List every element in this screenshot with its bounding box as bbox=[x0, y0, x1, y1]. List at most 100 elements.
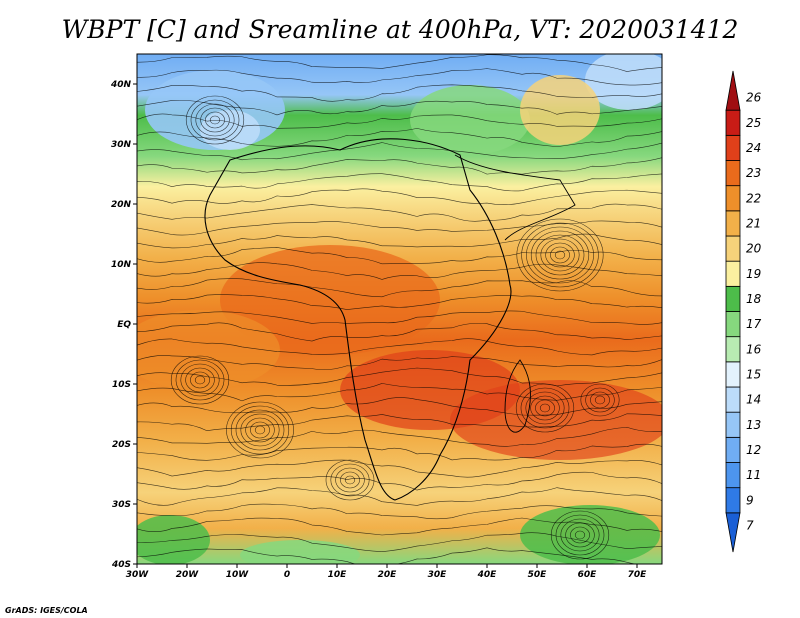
streamline bbox=[137, 310, 662, 325]
streamline-vortex bbox=[516, 218, 604, 292]
streamline bbox=[137, 413, 662, 432]
madagascar-coastline bbox=[504, 359, 531, 433]
longitude-axis: 30W 20W 10W 0 10E 20E 30E 40E 50E 60E 70E bbox=[126, 564, 647, 580]
latitude-axis: 40N 30N 20N 10N EQ 10S 20S 30S 40S bbox=[110, 80, 137, 570]
warm-patch-arabia bbox=[520, 75, 600, 145]
streamline-vortex bbox=[555, 514, 605, 556]
colorbar-segment bbox=[725, 235, 741, 262]
lat-tick-label: 20S bbox=[112, 440, 131, 450]
streamline bbox=[137, 203, 662, 222]
streamline bbox=[137, 294, 662, 310]
colorbar-segment bbox=[725, 361, 741, 388]
streamline bbox=[137, 233, 662, 249]
streamline-vortex bbox=[190, 99, 240, 141]
map-area bbox=[137, 54, 662, 564]
lon-tick-label: 50E bbox=[528, 570, 548, 580]
colorbar-segment bbox=[725, 185, 741, 212]
streamline bbox=[137, 383, 662, 402]
grads-credit: GrADS: IGES/COLA bbox=[5, 606, 88, 615]
lon-tick-label: 10W bbox=[226, 570, 250, 580]
streamline bbox=[137, 262, 662, 280]
hot-patch-indian-ocean bbox=[450, 380, 662, 460]
colorbar-segment bbox=[725, 436, 741, 463]
streamline bbox=[137, 84, 662, 102]
streamline bbox=[137, 54, 662, 72]
lat-tick-label: 30N bbox=[111, 140, 132, 150]
streamline bbox=[137, 532, 662, 552]
streamline-vortex bbox=[535, 234, 585, 276]
lon-tick-label: 40E bbox=[477, 570, 498, 580]
streamline bbox=[137, 517, 662, 536]
colorbar-label: 20 bbox=[746, 242, 762, 256]
colorbar-label: 17 bbox=[746, 317, 762, 331]
lon-tick-label: 30W bbox=[126, 570, 150, 580]
colorbar-label: 26 bbox=[746, 91, 762, 105]
streamline-vortex bbox=[335, 467, 365, 493]
colorbar-segment bbox=[725, 411, 741, 438]
colorbar-label: 7 bbox=[746, 518, 754, 532]
streamline-vortex bbox=[245, 417, 275, 443]
lon-tick-label: 0 bbox=[284, 570, 290, 580]
colorbar-segment bbox=[725, 311, 741, 338]
colorbar-segment bbox=[725, 386, 741, 413]
hot-patch-central-africa bbox=[220, 245, 440, 355]
streamline bbox=[137, 188, 662, 206]
streamline-vortex bbox=[226, 401, 294, 459]
streamline bbox=[137, 99, 662, 116]
streamline bbox=[137, 142, 662, 161]
streamline-vortex bbox=[515, 383, 575, 433]
streamline bbox=[137, 397, 662, 416]
colorbar-label: 14 bbox=[746, 393, 761, 407]
lat-tick-label: EQ bbox=[117, 320, 131, 330]
lat-tick-label: 10S bbox=[112, 380, 131, 390]
streamline-vortex bbox=[254, 425, 266, 435]
streamline-vortex bbox=[530, 230, 590, 280]
streamline bbox=[137, 487, 662, 506]
lat-tick-label: 10N bbox=[111, 260, 132, 270]
lon-tick-label: 70E bbox=[628, 570, 648, 580]
streamline bbox=[137, 459, 662, 478]
streamline-vortex bbox=[240, 413, 280, 447]
lon-tick-label: 30E bbox=[428, 570, 448, 580]
cool-patch-southwest bbox=[137, 515, 210, 564]
lon-tick-label: 60E bbox=[578, 570, 598, 580]
streamline-vortex bbox=[205, 111, 225, 129]
colorbar-label: 23 bbox=[746, 166, 761, 180]
streamline bbox=[137, 68, 662, 86]
streamline-vortex bbox=[580, 383, 620, 417]
streamline-vortex bbox=[574, 530, 586, 540]
colorbar: 7 9 11 12 13 14 15 16 17 18 19 20 21 22 23 24 25 26 bbox=[725, 70, 762, 553]
colorbar-label: 12 bbox=[746, 443, 761, 457]
streamline bbox=[137, 471, 662, 491]
streamline bbox=[137, 247, 662, 265]
colorbar-label: 15 bbox=[746, 367, 761, 381]
streamline-vortex bbox=[560, 518, 600, 552]
lat-tick-label: 30S bbox=[112, 500, 131, 510]
streamline-vortex bbox=[195, 103, 235, 137]
streamline-vortex bbox=[190, 371, 210, 389]
streamline-vortex bbox=[594, 395, 606, 405]
streamline-vortex bbox=[554, 250, 566, 260]
streamline-vortex bbox=[565, 522, 595, 548]
streamline-vortex bbox=[585, 387, 615, 413]
streamline-vortex bbox=[521, 222, 599, 288]
cool-patch-southeast bbox=[520, 505, 660, 564]
streamline bbox=[137, 220, 662, 236]
streamline-vortex bbox=[520, 387, 570, 429]
colorbar-segment bbox=[725, 462, 741, 489]
streamline-vortex bbox=[550, 510, 610, 560]
arabia-coastline bbox=[454, 154, 576, 241]
lat-tick-label: 40N bbox=[110, 80, 132, 90]
streamline-vortex bbox=[525, 391, 565, 425]
streamline-vortex bbox=[539, 403, 551, 413]
streamline bbox=[137, 367, 662, 387]
streamline-vortex bbox=[180, 363, 220, 397]
colorbar-arrow-bottom bbox=[725, 512, 741, 553]
colorbar-label: 9 bbox=[746, 493, 754, 507]
streamline-vortex bbox=[540, 238, 580, 272]
colorbar-label: 16 bbox=[746, 342, 762, 356]
streamline-vortex bbox=[570, 526, 590, 544]
streamline-vortex bbox=[230, 405, 290, 455]
colorbar-label: 18 bbox=[746, 292, 762, 306]
streamline-vortex bbox=[340, 471, 360, 489]
